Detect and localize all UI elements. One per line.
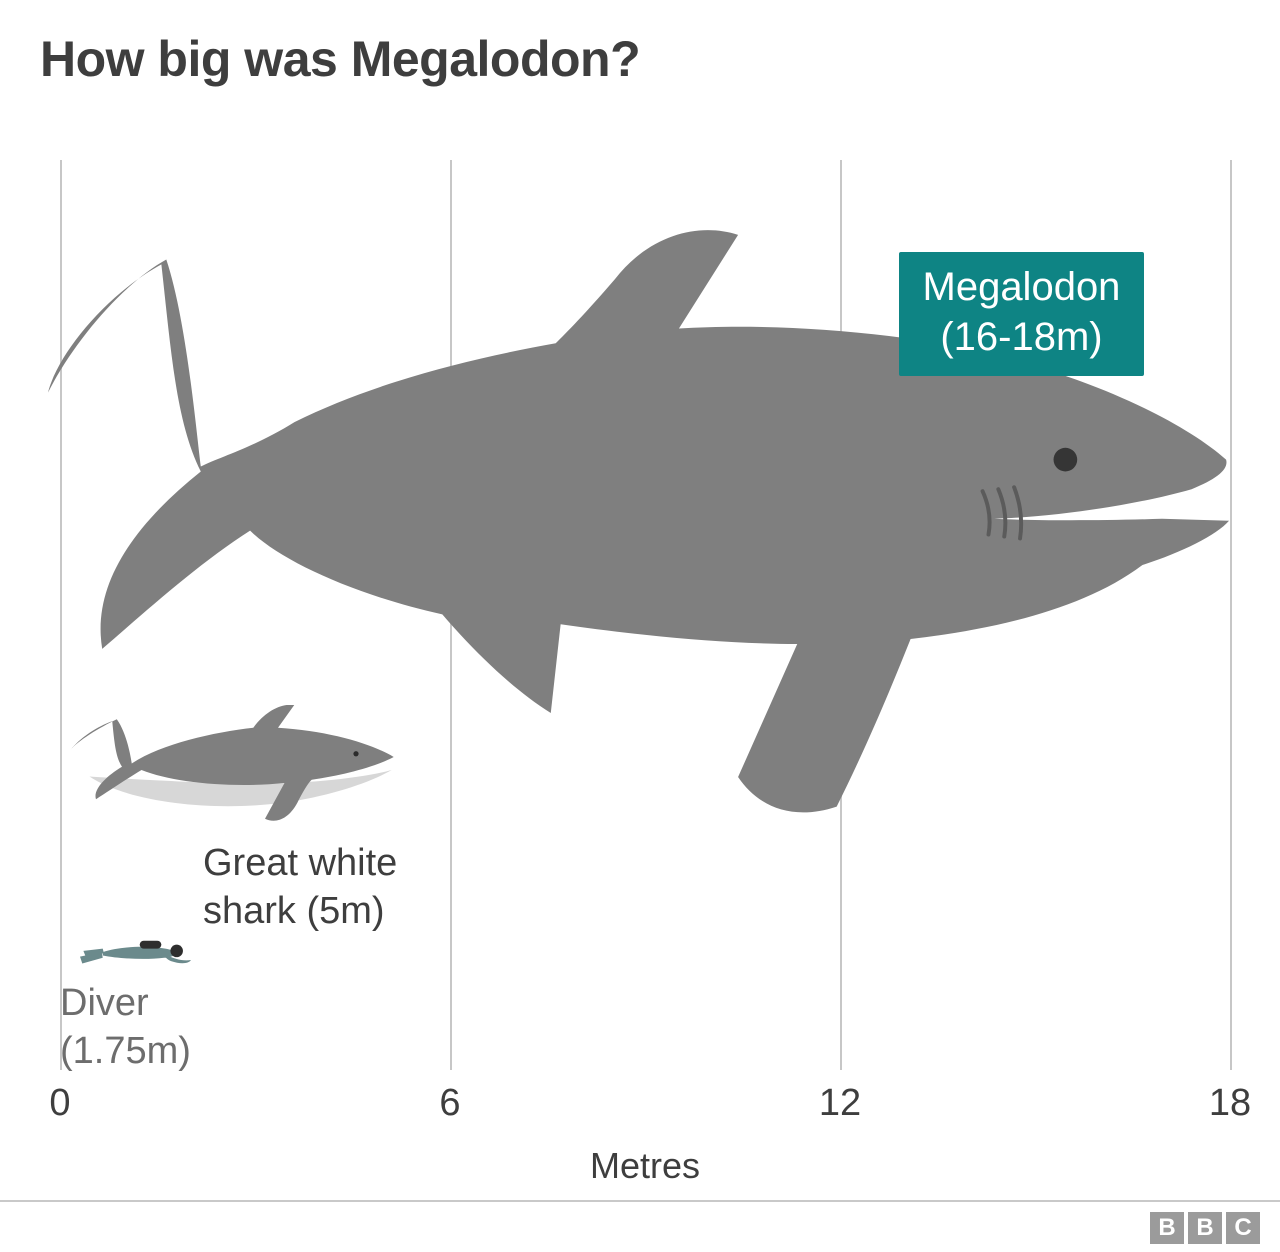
diver-label-line2: (1.75m) [60,1028,191,1076]
bbc-logo-letter: B [1150,1212,1184,1244]
tick-12: 12 [819,1082,861,1125]
tick-6: 6 [439,1082,460,1125]
megalodon-label-line1: Megalodon [923,262,1121,312]
diver-label-line1: Diver [60,980,191,1028]
x-axis-label: Metres [590,1145,700,1187]
page-title: How big was Megalodon? [40,30,640,88]
diver-label: Diver (1.75m) [60,980,191,1075]
diver-silhouette-icon [80,935,194,969]
bbc-logo-letter: B [1188,1212,1222,1244]
great-white-label-line1: Great white [203,840,397,888]
great-white-label-line2: shark (5m) [203,888,397,936]
tick-0: 0 [49,1082,70,1125]
megalodon-label-line2: (16-18m) [923,312,1121,362]
great-white-label: Great white shark (5m) [203,840,397,935]
bbc-logo-letter: C [1226,1212,1260,1244]
tick-18: 18 [1209,1082,1251,1125]
footer-rule [0,1200,1280,1202]
great-white-silhouette-icon [70,705,395,835]
megalodon-label: Megalodon (16-18m) [899,252,1145,376]
infographic-page: How big was Megalodon? 0 6 12 18 Metres … [0,0,1280,1252]
bbc-logo: B B C [1150,1212,1260,1244]
size-comparison-chart: 0 6 12 18 Metres Megalodon (16-18m) [60,160,1230,1070]
